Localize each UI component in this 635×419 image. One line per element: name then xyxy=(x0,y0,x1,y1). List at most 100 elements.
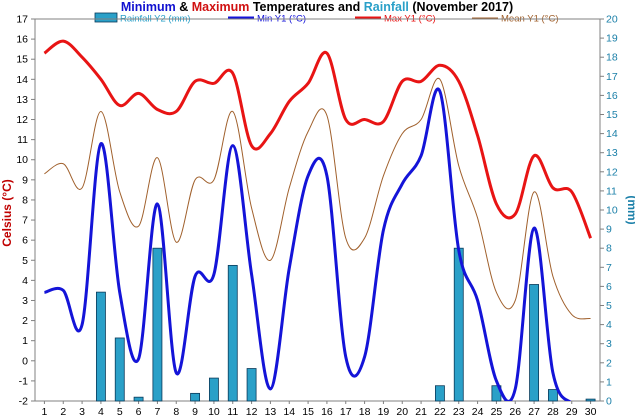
left-tick-label: -2 xyxy=(19,396,28,408)
left-tick-label: 3 xyxy=(22,295,28,307)
right-tick-label: 18 xyxy=(606,52,618,64)
x-tick-label: 28 xyxy=(547,406,559,418)
x-tick-label: 4 xyxy=(98,406,104,418)
x-tick-label: 30 xyxy=(585,406,597,418)
right-tick-label: 16 xyxy=(606,90,618,102)
plot-frame xyxy=(34,18,601,402)
x-tick-label: 16 xyxy=(321,406,333,418)
right-axis-label: (mm) xyxy=(625,195,635,224)
left-tick-label: 17 xyxy=(16,14,28,26)
rainfall-bar xyxy=(133,396,144,402)
right-tick-label: 0 xyxy=(606,396,612,408)
left-tick-label: 7 xyxy=(22,215,28,227)
x-tick-label: 15 xyxy=(302,406,314,418)
right-tick-label: 3 xyxy=(606,338,612,350)
x-tick-label: 24 xyxy=(472,406,484,418)
x-tick-label: 6 xyxy=(136,406,142,418)
left-tick-label: 8 xyxy=(22,194,28,206)
left-tick-label: 1 xyxy=(22,335,28,347)
temperature-lines xyxy=(43,39,592,401)
rainfall-bar xyxy=(529,284,540,402)
left-tick-label: 13 xyxy=(16,94,28,106)
left-tick-label: 10 xyxy=(16,154,28,166)
right-tick-label: 12 xyxy=(606,166,618,178)
chart-title: Minimum & Maximum Temperatures and Rainf… xyxy=(121,0,513,14)
legend-swatch-rainfall xyxy=(94,12,118,23)
right-tick-label: 13 xyxy=(606,147,618,159)
x-tick-label: 29 xyxy=(566,406,578,418)
left-tick-label: 2 xyxy=(22,315,28,327)
right-tick-label: 1 xyxy=(606,376,612,388)
rainfall-bar xyxy=(434,385,445,402)
x-tick-label: 1 xyxy=(41,406,47,418)
left-tick-label: 5 xyxy=(22,255,28,267)
right-tick-label: 5 xyxy=(606,300,612,312)
right-tick-label: 20 xyxy=(606,14,618,26)
title-part-3: Temperatures and xyxy=(249,0,363,14)
min-temperature-line xyxy=(44,87,572,401)
x-tick-label: 19 xyxy=(378,406,390,418)
rainfall-bar xyxy=(95,291,106,402)
rainfall-bar xyxy=(190,392,201,402)
x-tick-label: 14 xyxy=(283,406,295,418)
x-tick-label: 10 xyxy=(208,406,220,418)
left-tick-label: 4 xyxy=(22,275,28,287)
x-tick-label: 7 xyxy=(154,406,160,418)
left-tick-label: 15 xyxy=(16,54,28,66)
max-temperature-line xyxy=(43,39,592,239)
rainfall-bar xyxy=(246,368,257,402)
x-tick-label: 8 xyxy=(173,406,179,418)
left-tick-label: 14 xyxy=(16,74,28,86)
x-tick-label: 23 xyxy=(453,406,465,418)
left-tick-label: 11 xyxy=(17,134,28,146)
left-tick-label: -1 xyxy=(19,375,28,387)
rainfall-bars xyxy=(95,247,596,402)
x-tick-label: 3 xyxy=(79,406,85,418)
right-tick-label: 6 xyxy=(606,281,612,293)
rainfall-bar xyxy=(585,398,596,402)
rainfall-bar xyxy=(453,247,464,402)
left-tick-label: 0 xyxy=(22,355,28,367)
rainfall-bar xyxy=(114,337,125,402)
x-tick-label: 12 xyxy=(246,406,258,418)
right-tick-label: 19 xyxy=(606,33,618,45)
right-tick-label: 4 xyxy=(606,319,612,331)
rainfall-bar xyxy=(152,247,163,402)
x-axis: 1 2 3 4 5 6 7 8 9 10 11 12 13 14 15 16 17 18 19 20 21 22 23 24 2… xyxy=(34,18,601,418)
rainfall-bar xyxy=(208,377,219,402)
x-tick-label: 27 xyxy=(528,406,540,418)
right-tick-label: 7 xyxy=(606,262,612,274)
x-tick-label: 13 xyxy=(265,406,277,418)
x-tick-label: 5 xyxy=(117,406,123,418)
left-tick-label: 6 xyxy=(22,235,28,247)
mean-temperature-line xyxy=(44,77,591,320)
rainfall-bar xyxy=(227,264,238,402)
left-tick-label: 16 xyxy=(16,34,28,46)
right-tick-label: 14 xyxy=(606,128,618,140)
title-part-5: (November 2017) xyxy=(409,0,513,14)
x-tick-label: 21 xyxy=(415,406,427,418)
x-tick-label: 2 xyxy=(60,406,66,418)
right-tick-label: 9 xyxy=(606,224,612,236)
rainfall-bar xyxy=(547,389,558,402)
right-tick-label: 10 xyxy=(606,205,618,217)
x-tick-label: 26 xyxy=(509,406,521,418)
x-tick-label: 17 xyxy=(340,406,352,418)
title-part-1: & xyxy=(176,0,192,14)
right-tick-label: 2 xyxy=(606,357,612,369)
title-part-0: Minimum xyxy=(121,0,176,14)
left-tick-label: 9 xyxy=(22,174,28,186)
left-axis-label: Celsius (°C) xyxy=(0,179,14,246)
x-tick-label: 25 xyxy=(491,406,503,418)
right-tick-label: 8 xyxy=(606,243,612,255)
right-tick-label: 11 xyxy=(606,185,617,197)
x-tick-label: 9 xyxy=(192,406,198,418)
title-part-2: Maximum xyxy=(192,0,250,14)
x-tick-label: 22 xyxy=(434,406,446,418)
right-tick-label: 17 xyxy=(606,71,618,83)
x-tick-label: 11 xyxy=(227,406,238,418)
x-tick-label: 18 xyxy=(359,406,371,418)
